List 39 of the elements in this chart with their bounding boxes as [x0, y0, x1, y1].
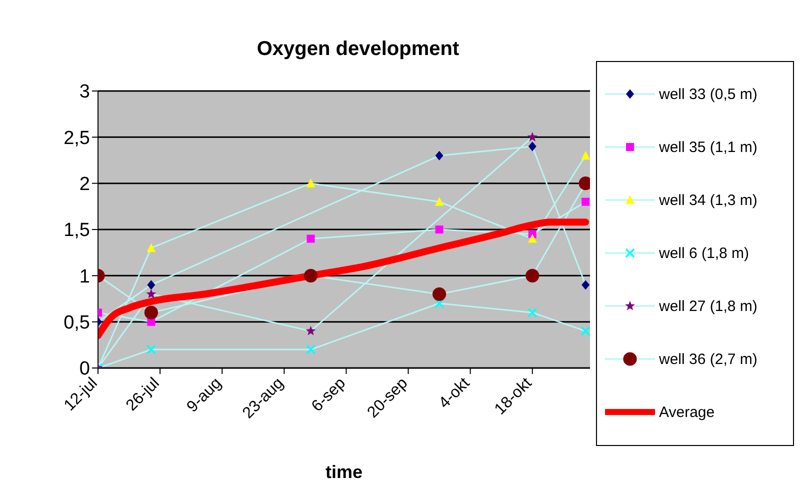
- point: [582, 198, 590, 206]
- point: [581, 150, 590, 160]
- point: [144, 306, 158, 320]
- point: [434, 298, 444, 308]
- chart-title: Oxygen development: [256, 38, 460, 61]
- point: [582, 280, 590, 290]
- legend-label: well 34 (1,3 m): [659, 192, 758, 208]
- point: [527, 132, 538, 142]
- y-tick-label: 1,5: [64, 220, 90, 242]
- point: [528, 142, 536, 152]
- point: [306, 344, 316, 354]
- y-tick-label: 1: [79, 266, 90, 288]
- point: [146, 344, 156, 354]
- x-axis-title: time: [325, 462, 363, 482]
- point: [526, 268, 540, 282]
- legend-label: well 27 (1,8 m): [659, 298, 758, 314]
- legend-label: well 36 (2,7 m): [659, 350, 758, 368]
- y-tick-label: 3: [79, 82, 90, 103]
- point: [147, 280, 156, 290]
- y-tick-label: 0,5: [64, 312, 90, 334]
- legend-label: well 6 (1,8 m): [659, 244, 750, 262]
- y-tick-label: 2,5: [64, 128, 90, 149]
- point: [146, 288, 156, 298]
- point: [432, 287, 446, 301]
- point: [306, 326, 316, 336]
- point: [435, 150, 444, 160]
- point: [306, 178, 316, 188]
- point: [434, 197, 444, 206]
- y-tick-label: 2: [79, 174, 90, 196]
- point: [528, 234, 537, 243]
- point: [435, 226, 444, 234]
- legend-label: well 35 (1,1 m): [659, 138, 758, 156]
- point: [146, 243, 156, 252]
- legend-label: well 33 (0,5 m): [659, 86, 758, 102]
- point: [304, 268, 318, 282]
- point: [527, 308, 538, 318]
- point: [580, 326, 590, 336]
- legend-label: Average: [659, 404, 715, 420]
- point: [306, 234, 315, 243]
